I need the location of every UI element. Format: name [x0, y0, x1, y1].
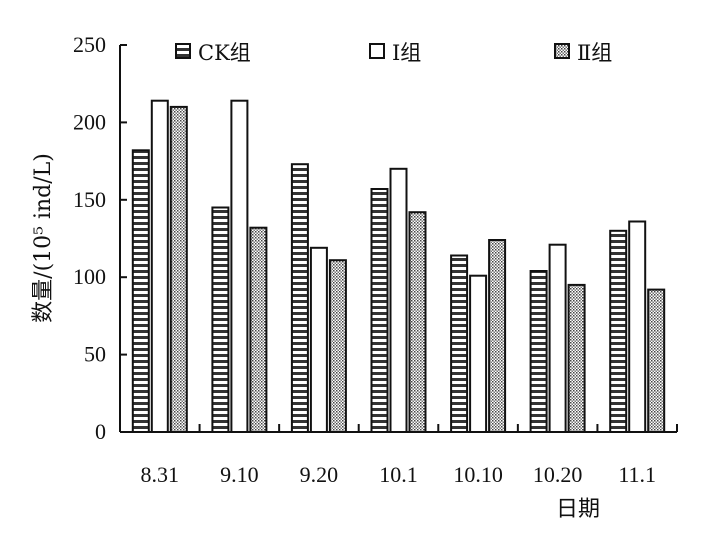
x-tick-label-10.1: 10.1: [379, 462, 418, 487]
x-tick-label-9.10: 9.10: [220, 462, 259, 487]
bar-9.20-Ⅱ组: [328, 259, 347, 434]
y-tick-label-150: 150: [73, 187, 106, 212]
y-tick-label-200: 200: [73, 109, 106, 134]
bar-9.10-CK组: [211, 206, 230, 433]
labels-layer: 0 50 100 150 200 250 8.31 9.10 9.20 10.1 10.10 10.2…: [73, 32, 656, 487]
x-axis-title: 日期: [556, 497, 600, 522]
bar-10.1-CK组: [370, 188, 389, 433]
bar-10.20-Ⅰ组: [548, 243, 567, 433]
x-tick-label-11.1: 11.1: [618, 462, 656, 487]
y-axis-title: 数量/(10⁵ ind/L): [31, 153, 56, 323]
bar-9.10-Ⅰ组: [230, 99, 249, 433]
bar-9.10-Ⅱ组: [249, 226, 268, 433]
bar-10.20-Ⅱ组: [567, 283, 586, 433]
x-tick-label-10.10: 10.10: [453, 462, 503, 487]
bar-8.31-Ⅱ组: [169, 105, 188, 434]
legend-swatch-CK组: [175, 43, 191, 59]
bar-10.10-Ⅰ组: [469, 274, 488, 434]
legend-label-Ⅰ组: Ⅰ组: [392, 41, 421, 65]
y-tick-label-0: 0: [95, 419, 106, 444]
y-tick-label-100: 100: [73, 264, 106, 289]
bar-11.1-Ⅰ组: [628, 220, 647, 433]
bar-11.1-CK组: [609, 229, 628, 433]
bar-11.1-Ⅱ组: [647, 288, 666, 433]
legend-label-CK组: CK组: [198, 41, 251, 65]
legend-swatch-Ⅰ组: [369, 43, 385, 59]
y-tick-label-250: 250: [73, 32, 106, 57]
legend-swatch-Ⅱ组: [554, 43, 570, 59]
y-tick-label-50: 50: [84, 342, 106, 367]
bar-10.1-Ⅰ组: [389, 167, 408, 434]
bar-8.31-Ⅰ组: [150, 99, 169, 433]
x-tick-label-9.20: 9.20: [300, 462, 339, 487]
legend: CK组 Ⅰ组 Ⅱ组: [175, 41, 612, 65]
axes-layer: [119, 44, 678, 433]
bar-10.1-Ⅱ组: [408, 211, 427, 433]
bar-10.10-CK组: [450, 254, 469, 433]
x-tick-label-8.31: 8.31: [141, 462, 180, 487]
bar-10.10-Ⅱ组: [488, 239, 507, 433]
bars-layer: [131, 99, 666, 434]
legend-label-Ⅱ组: Ⅱ组: [577, 41, 612, 65]
bar-8.31-CK组: [131, 149, 150, 434]
bar-10.20-CK组: [529, 270, 548, 433]
bar-9.20-CK组: [290, 163, 309, 433]
bar-9.20-Ⅰ组: [309, 246, 328, 433]
x-tick-label-10.20: 10.20: [533, 462, 583, 487]
